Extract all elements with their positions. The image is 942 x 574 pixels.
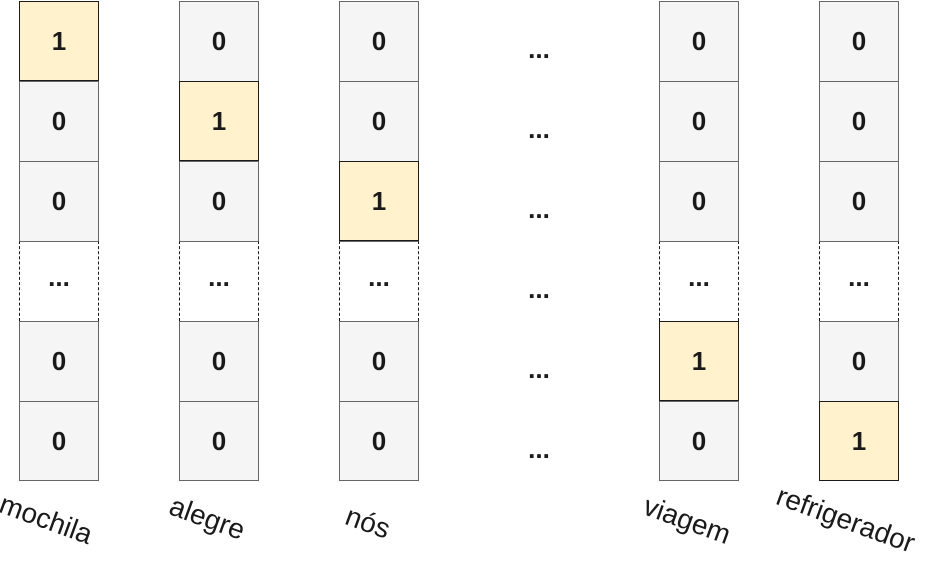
cell-value: 0 bbox=[851, 186, 867, 216]
vector-cell: 0 bbox=[819, 1, 899, 81]
vector-4: 0 0 0... 0 1 bbox=[819, 1, 899, 481]
word-label: refrigerador bbox=[772, 480, 920, 559]
vector-3: 0 0 0... 1 0 bbox=[659, 1, 739, 481]
vector-cell-hot: 1 bbox=[819, 401, 899, 481]
vector-cell-ellipsis: ... bbox=[659, 241, 739, 321]
vector-cell: 0 bbox=[339, 1, 419, 81]
cell-value: 1 bbox=[211, 105, 227, 136]
cell-value: 0 bbox=[851, 346, 867, 376]
cell-value: 1 bbox=[51, 25, 67, 56]
vector-cell: 0 bbox=[19, 321, 99, 401]
vector-cell-ellipsis: ... bbox=[19, 241, 99, 321]
cell-value: 0 bbox=[371, 425, 387, 456]
vector-2: 0 0 1... 0 0 bbox=[339, 1, 419, 481]
vector-cell-ellipsis: ... bbox=[179, 241, 259, 321]
cell-value: 0 bbox=[691, 186, 707, 216]
cell-value: 0 bbox=[51, 106, 67, 136]
vector-cell: 0 bbox=[339, 401, 419, 481]
vector-cell: 0 bbox=[179, 401, 259, 481]
vector-cell: 0 bbox=[659, 81, 739, 161]
cell-value: 0 bbox=[851, 106, 867, 136]
vector-1: 0 1 0... 0 0 bbox=[179, 1, 259, 481]
vector-cell: 0 bbox=[19, 401, 99, 481]
cell-value: 0 bbox=[211, 346, 227, 376]
vector-cell: 0 bbox=[179, 161, 259, 241]
vector-cell: 0 bbox=[179, 1, 259, 81]
cell-value: 0 bbox=[691, 26, 707, 56]
vector-cell-ellipsis: ... bbox=[339, 241, 419, 321]
cell-value: 0 bbox=[51, 425, 67, 456]
ellipsis: ... bbox=[528, 433, 550, 464]
vector-cell-hot: 1 bbox=[339, 161, 419, 241]
vector-cell: 0 bbox=[819, 81, 899, 161]
cell-value: 0 bbox=[51, 346, 67, 376]
cell-value: 0 bbox=[211, 186, 227, 216]
vector-cell: 0 bbox=[659, 161, 739, 241]
cell-value: 0 bbox=[691, 106, 707, 136]
cell-value: 0 bbox=[51, 186, 67, 216]
word-label: alegre bbox=[165, 490, 250, 546]
vector-cell: 0 bbox=[339, 81, 419, 161]
cell-value: 0 bbox=[211, 425, 227, 456]
vector-cell-hot: 1 bbox=[659, 321, 739, 401]
vector-cell: 0 bbox=[179, 321, 259, 401]
cell-value: ... bbox=[208, 262, 230, 292]
vector-cell: 0 bbox=[339, 321, 419, 401]
vector-0: 1 0 0... 0 0 bbox=[19, 1, 99, 481]
cell-value: ... bbox=[368, 262, 390, 292]
vector-cell-hot: 1 bbox=[179, 81, 259, 161]
vector-cell: 0 bbox=[659, 1, 739, 81]
vector-cell: 0 bbox=[659, 401, 739, 481]
cell-value: 0 bbox=[211, 26, 227, 56]
word-label: nós bbox=[341, 500, 395, 545]
cell-value: ... bbox=[848, 262, 870, 292]
cell-value: 1 bbox=[851, 425, 867, 456]
ellipsis: ... bbox=[528, 33, 550, 64]
cell-value: 0 bbox=[851, 26, 867, 56]
cell-value: 1 bbox=[691, 345, 707, 376]
word-label: viagem bbox=[639, 490, 735, 551]
ellipsis-column: .................. bbox=[499, 1, 579, 481]
cell-value: ... bbox=[48, 262, 70, 292]
ellipsis: ... bbox=[528, 353, 550, 384]
vector-cell: 0 bbox=[19, 161, 99, 241]
vector-cell: 0 bbox=[819, 161, 899, 241]
cell-value: 0 bbox=[691, 425, 707, 456]
ellipsis: ... bbox=[528, 113, 550, 144]
cell-value: 0 bbox=[371, 106, 387, 136]
vector-cell: 0 bbox=[819, 321, 899, 401]
vector-cell-ellipsis: ... bbox=[819, 241, 899, 321]
cell-value: 1 bbox=[371, 185, 387, 216]
ellipsis: ... bbox=[528, 273, 550, 304]
ellipsis: ... bbox=[528, 193, 550, 224]
word-label: mochila bbox=[0, 488, 97, 551]
vector-cell: 0 bbox=[19, 81, 99, 161]
cell-value: 0 bbox=[371, 26, 387, 56]
cell-value: ... bbox=[688, 262, 710, 292]
cell-value: 0 bbox=[371, 346, 387, 376]
vector-cell-hot: 1 bbox=[19, 1, 99, 81]
